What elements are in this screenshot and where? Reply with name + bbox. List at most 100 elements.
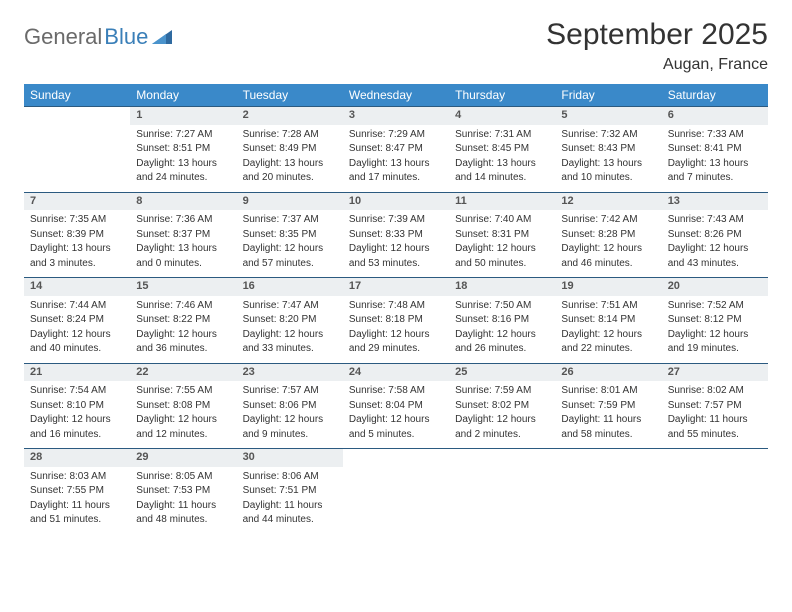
- d1-text: Daylight: 12 hours: [30, 413, 124, 427]
- day-content-cell: Sunrise: 8:05 AMSunset: 7:53 PMDaylight:…: [130, 467, 236, 534]
- d1-text: Daylight: 13 hours: [136, 157, 230, 171]
- day-content-cell: Sunrise: 8:03 AMSunset: 7:55 PMDaylight:…: [24, 467, 130, 534]
- week-content-row: Sunrise: 7:44 AMSunset: 8:24 PMDaylight:…: [24, 296, 768, 364]
- d2-text: and 9 minutes.: [243, 428, 337, 442]
- day-content-cell: Sunrise: 7:46 AMSunset: 8:22 PMDaylight:…: [130, 296, 236, 364]
- day-content-cell: Sunrise: 7:35 AMSunset: 8:39 PMDaylight:…: [24, 210, 130, 278]
- sunrise-text: Sunrise: 7:28 AM: [243, 128, 337, 142]
- sunrise-text: Sunrise: 7:39 AM: [349, 213, 443, 227]
- d2-text: and 2 minutes.: [455, 428, 549, 442]
- d2-text: and 0 minutes.: [136, 257, 230, 271]
- day-header: Wednesday: [343, 84, 449, 107]
- sunrise-text: Sunrise: 8:02 AM: [668, 384, 762, 398]
- day-number-cell: 4: [449, 107, 555, 125]
- day-number-cell: 24: [343, 363, 449, 381]
- sunrise-text: Sunrise: 8:06 AM: [243, 470, 337, 484]
- day-number-cell: 19: [555, 278, 661, 296]
- day-content-cell: [24, 125, 130, 193]
- day-content-cell: Sunrise: 7:32 AMSunset: 8:43 PMDaylight:…: [555, 125, 661, 193]
- d2-text: and 3 minutes.: [30, 257, 124, 271]
- d1-text: Daylight: 12 hours: [30, 328, 124, 342]
- header: GeneralBlue September 2025 Augan, France: [24, 18, 768, 74]
- sunset-text: Sunset: 8:04 PM: [349, 399, 443, 413]
- sunset-text: Sunset: 8:12 PM: [668, 313, 762, 327]
- day-number-cell: 20: [662, 278, 768, 296]
- week-daynum-row: 123456: [24, 107, 768, 125]
- d1-text: Daylight: 12 hours: [136, 328, 230, 342]
- day-content-cell: Sunrise: 8:02 AMSunset: 7:57 PMDaylight:…: [662, 381, 768, 449]
- sunset-text: Sunset: 8:22 PM: [136, 313, 230, 327]
- sunrise-text: Sunrise: 7:32 AM: [561, 128, 655, 142]
- day-number-cell: 5: [555, 107, 661, 125]
- day-content-cell: Sunrise: 7:59 AMSunset: 8:02 PMDaylight:…: [449, 381, 555, 449]
- logo-text-2: Blue: [104, 24, 148, 50]
- day-content-cell: Sunrise: 7:43 AMSunset: 8:26 PMDaylight:…: [662, 210, 768, 278]
- sunset-text: Sunset: 8:43 PM: [561, 142, 655, 156]
- week-daynum-row: 14151617181920: [24, 278, 768, 296]
- day-content-cell: Sunrise: 7:50 AMSunset: 8:16 PMDaylight:…: [449, 296, 555, 364]
- calendar-table: Sunday Monday Tuesday Wednesday Thursday…: [24, 84, 768, 534]
- day-content-cell: [555, 467, 661, 534]
- day-number-cell: 28: [24, 449, 130, 467]
- d2-text: and 43 minutes.: [668, 257, 762, 271]
- week-content-row: Sunrise: 7:27 AMSunset: 8:51 PMDaylight:…: [24, 125, 768, 193]
- sunset-text: Sunset: 8:14 PM: [561, 313, 655, 327]
- day-content-cell: Sunrise: 7:54 AMSunset: 8:10 PMDaylight:…: [24, 381, 130, 449]
- sunset-text: Sunset: 8:18 PM: [349, 313, 443, 327]
- d1-text: Daylight: 11 hours: [30, 499, 124, 513]
- d2-text: and 53 minutes.: [349, 257, 443, 271]
- sunset-text: Sunset: 8:33 PM: [349, 228, 443, 242]
- d2-text: and 5 minutes.: [349, 428, 443, 442]
- day-number-cell: 11: [449, 192, 555, 210]
- title-block: September 2025 Augan, France: [546, 18, 768, 74]
- d2-text: and 26 minutes.: [455, 342, 549, 356]
- day-header: Thursday: [449, 84, 555, 107]
- day-number-cell: 17: [343, 278, 449, 296]
- week-content-row: Sunrise: 8:03 AMSunset: 7:55 PMDaylight:…: [24, 467, 768, 534]
- day-content-cell: [662, 467, 768, 534]
- d2-text: and 14 minutes.: [455, 171, 549, 185]
- sunset-text: Sunset: 8:24 PM: [30, 313, 124, 327]
- day-number-cell: [662, 449, 768, 467]
- sunset-text: Sunset: 8:35 PM: [243, 228, 337, 242]
- day-number-cell: 1: [130, 107, 236, 125]
- sunrise-text: Sunrise: 7:36 AM: [136, 213, 230, 227]
- sunset-text: Sunset: 7:59 PM: [561, 399, 655, 413]
- day-number-cell: 12: [555, 192, 661, 210]
- d1-text: Daylight: 12 hours: [668, 328, 762, 342]
- day-header: Saturday: [662, 84, 768, 107]
- d1-text: Daylight: 13 hours: [30, 242, 124, 256]
- sunrise-text: Sunrise: 7:54 AM: [30, 384, 124, 398]
- day-content-cell: Sunrise: 8:06 AMSunset: 7:51 PMDaylight:…: [237, 467, 343, 534]
- d1-text: Daylight: 12 hours: [455, 328, 549, 342]
- sunrise-text: Sunrise: 8:01 AM: [561, 384, 655, 398]
- d1-text: Daylight: 11 hours: [561, 413, 655, 427]
- day-content-cell: Sunrise: 7:57 AMSunset: 8:06 PMDaylight:…: [237, 381, 343, 449]
- sunrise-text: Sunrise: 7:31 AM: [455, 128, 549, 142]
- sunset-text: Sunset: 8:20 PM: [243, 313, 337, 327]
- sunset-text: Sunset: 8:16 PM: [455, 313, 549, 327]
- d1-text: Daylight: 12 hours: [561, 328, 655, 342]
- sunrise-text: Sunrise: 7:51 AM: [561, 299, 655, 313]
- day-number-cell: [343, 449, 449, 467]
- d2-text: and 48 minutes.: [136, 513, 230, 527]
- d2-text: and 40 minutes.: [30, 342, 124, 356]
- d1-text: Daylight: 13 hours: [668, 157, 762, 171]
- d2-text: and 20 minutes.: [243, 171, 337, 185]
- day-content-cell: Sunrise: 7:44 AMSunset: 8:24 PMDaylight:…: [24, 296, 130, 364]
- sunrise-text: Sunrise: 7:42 AM: [561, 213, 655, 227]
- sunset-text: Sunset: 8:37 PM: [136, 228, 230, 242]
- sunrise-text: Sunrise: 7:52 AM: [668, 299, 762, 313]
- sunrise-text: Sunrise: 7:47 AM: [243, 299, 337, 313]
- sunrise-text: Sunrise: 8:05 AM: [136, 470, 230, 484]
- day-number-cell: 15: [130, 278, 236, 296]
- day-header: Monday: [130, 84, 236, 107]
- day-number-cell: 27: [662, 363, 768, 381]
- sunset-text: Sunset: 8:47 PM: [349, 142, 443, 156]
- sunset-text: Sunset: 8:39 PM: [30, 228, 124, 242]
- d2-text: and 7 minutes.: [668, 171, 762, 185]
- day-number-cell: 29: [130, 449, 236, 467]
- sunrise-text: Sunrise: 7:57 AM: [243, 384, 337, 398]
- week-daynum-row: 78910111213: [24, 192, 768, 210]
- day-content-cell: Sunrise: 7:28 AMSunset: 8:49 PMDaylight:…: [237, 125, 343, 193]
